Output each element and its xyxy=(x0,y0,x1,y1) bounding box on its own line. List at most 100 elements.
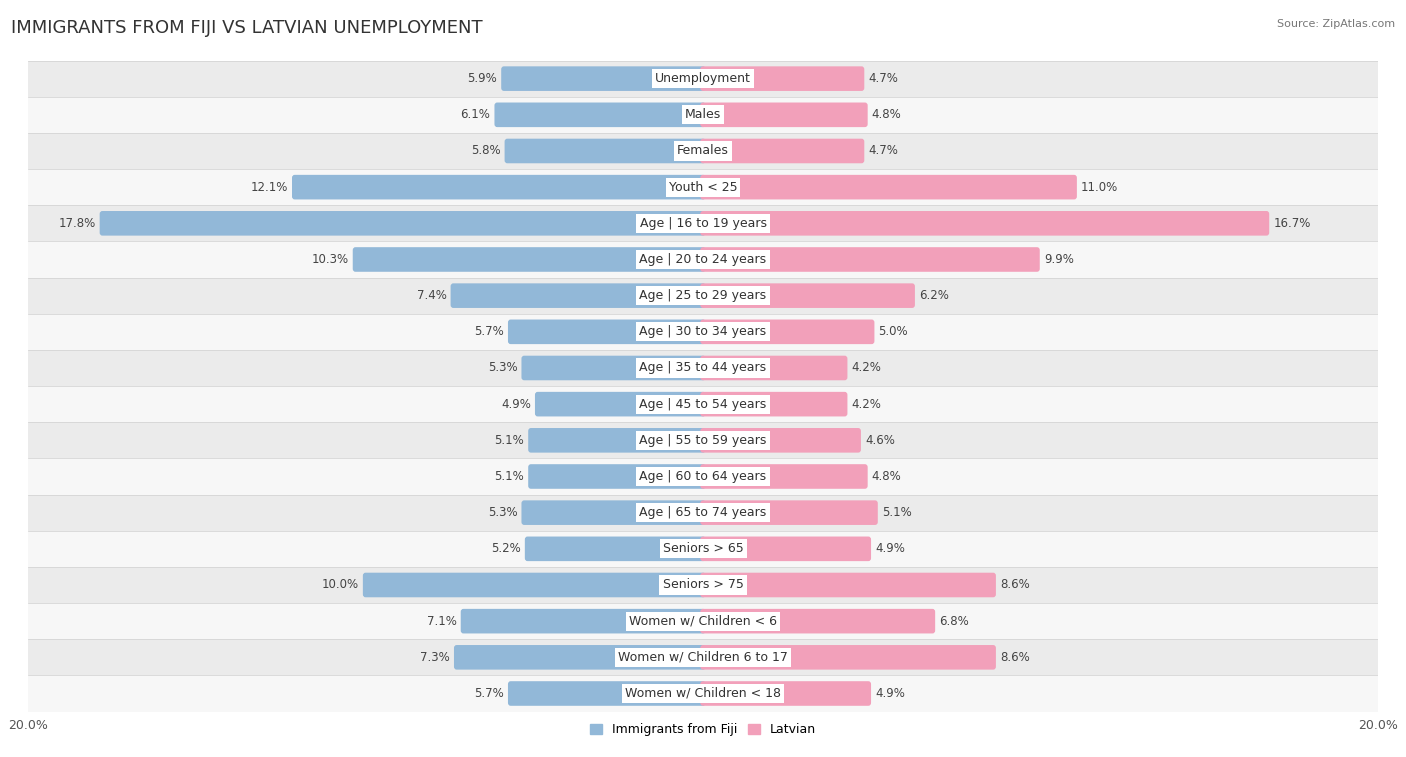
Bar xyxy=(28,133,1378,169)
FancyBboxPatch shape xyxy=(292,175,706,199)
Text: Women w/ Children 6 to 17: Women w/ Children 6 to 17 xyxy=(619,651,787,664)
Text: 5.1%: 5.1% xyxy=(882,506,911,519)
Text: 6.1%: 6.1% xyxy=(461,108,491,121)
Text: 10.0%: 10.0% xyxy=(322,578,359,591)
Bar xyxy=(28,313,1378,350)
Text: 8.6%: 8.6% xyxy=(1000,578,1029,591)
FancyBboxPatch shape xyxy=(700,283,915,308)
FancyBboxPatch shape xyxy=(700,102,868,127)
FancyBboxPatch shape xyxy=(505,139,706,164)
Bar xyxy=(28,97,1378,133)
Text: Unemployment: Unemployment xyxy=(655,72,751,85)
Text: 6.2%: 6.2% xyxy=(920,289,949,302)
Text: 6.8%: 6.8% xyxy=(939,615,969,628)
Text: 16.7%: 16.7% xyxy=(1274,217,1310,230)
Text: 4.2%: 4.2% xyxy=(852,397,882,410)
FancyBboxPatch shape xyxy=(450,283,706,308)
Text: 9.9%: 9.9% xyxy=(1043,253,1074,266)
FancyBboxPatch shape xyxy=(700,645,995,670)
Text: 4.2%: 4.2% xyxy=(852,362,882,375)
Text: 5.3%: 5.3% xyxy=(488,506,517,519)
FancyBboxPatch shape xyxy=(700,392,848,416)
Bar xyxy=(28,278,1378,313)
FancyBboxPatch shape xyxy=(353,248,706,272)
Text: 4.9%: 4.9% xyxy=(875,687,905,700)
Text: 11.0%: 11.0% xyxy=(1081,181,1118,194)
FancyBboxPatch shape xyxy=(700,139,865,164)
Text: Age | 16 to 19 years: Age | 16 to 19 years xyxy=(640,217,766,230)
FancyBboxPatch shape xyxy=(534,392,706,416)
FancyBboxPatch shape xyxy=(700,248,1040,272)
Text: 17.8%: 17.8% xyxy=(59,217,96,230)
Text: Males: Males xyxy=(685,108,721,121)
Legend: Immigrants from Fiji, Latvian: Immigrants from Fiji, Latvian xyxy=(585,718,821,741)
Text: Source: ZipAtlas.com: Source: ZipAtlas.com xyxy=(1277,19,1395,29)
Bar xyxy=(28,422,1378,459)
Text: 5.0%: 5.0% xyxy=(879,326,908,338)
Text: Age | 20 to 24 years: Age | 20 to 24 years xyxy=(640,253,766,266)
FancyBboxPatch shape xyxy=(700,211,1270,235)
FancyBboxPatch shape xyxy=(495,102,706,127)
FancyBboxPatch shape xyxy=(363,573,706,597)
Bar xyxy=(28,205,1378,241)
Text: Seniors > 75: Seniors > 75 xyxy=(662,578,744,591)
Bar xyxy=(28,386,1378,422)
Bar xyxy=(28,639,1378,675)
Text: Females: Females xyxy=(678,145,728,157)
FancyBboxPatch shape xyxy=(700,500,877,525)
FancyBboxPatch shape xyxy=(501,67,706,91)
FancyBboxPatch shape xyxy=(522,500,706,525)
Bar xyxy=(28,459,1378,494)
Text: 4.7%: 4.7% xyxy=(869,145,898,157)
Text: Age | 55 to 59 years: Age | 55 to 59 years xyxy=(640,434,766,447)
Text: Women w/ Children < 6: Women w/ Children < 6 xyxy=(628,615,778,628)
Text: Seniors > 65: Seniors > 65 xyxy=(662,542,744,556)
FancyBboxPatch shape xyxy=(700,609,935,634)
Text: 5.7%: 5.7% xyxy=(474,687,503,700)
FancyBboxPatch shape xyxy=(700,67,865,91)
Text: 7.1%: 7.1% xyxy=(427,615,457,628)
Text: 4.7%: 4.7% xyxy=(869,72,898,85)
FancyBboxPatch shape xyxy=(454,645,706,670)
Bar xyxy=(28,567,1378,603)
Text: Youth < 25: Youth < 25 xyxy=(669,181,737,194)
FancyBboxPatch shape xyxy=(700,464,868,489)
FancyBboxPatch shape xyxy=(700,573,995,597)
Text: 7.3%: 7.3% xyxy=(420,651,450,664)
Text: 12.1%: 12.1% xyxy=(250,181,288,194)
FancyBboxPatch shape xyxy=(700,175,1077,199)
Text: Age | 45 to 54 years: Age | 45 to 54 years xyxy=(640,397,766,410)
Text: IMMIGRANTS FROM FIJI VS LATVIAN UNEMPLOYMENT: IMMIGRANTS FROM FIJI VS LATVIAN UNEMPLOY… xyxy=(11,19,482,37)
Text: Age | 60 to 64 years: Age | 60 to 64 years xyxy=(640,470,766,483)
Text: 5.7%: 5.7% xyxy=(474,326,503,338)
FancyBboxPatch shape xyxy=(700,537,872,561)
Bar xyxy=(28,169,1378,205)
Text: Age | 30 to 34 years: Age | 30 to 34 years xyxy=(640,326,766,338)
Text: 5.2%: 5.2% xyxy=(491,542,520,556)
Text: Age | 65 to 74 years: Age | 65 to 74 years xyxy=(640,506,766,519)
Text: 4.6%: 4.6% xyxy=(865,434,894,447)
Text: 10.3%: 10.3% xyxy=(312,253,349,266)
FancyBboxPatch shape xyxy=(700,319,875,344)
Text: 4.8%: 4.8% xyxy=(872,108,901,121)
FancyBboxPatch shape xyxy=(700,356,848,380)
FancyBboxPatch shape xyxy=(100,211,706,235)
Text: 5.9%: 5.9% xyxy=(467,72,498,85)
Bar xyxy=(28,603,1378,639)
Text: 4.9%: 4.9% xyxy=(501,397,531,410)
Text: 5.3%: 5.3% xyxy=(488,362,517,375)
FancyBboxPatch shape xyxy=(508,319,706,344)
FancyBboxPatch shape xyxy=(522,356,706,380)
Text: Age | 35 to 44 years: Age | 35 to 44 years xyxy=(640,362,766,375)
Bar xyxy=(28,241,1378,278)
Text: 4.8%: 4.8% xyxy=(872,470,901,483)
Bar xyxy=(28,350,1378,386)
FancyBboxPatch shape xyxy=(524,537,706,561)
Bar xyxy=(28,675,1378,712)
Text: Women w/ Children < 18: Women w/ Children < 18 xyxy=(626,687,780,700)
Bar xyxy=(28,61,1378,97)
FancyBboxPatch shape xyxy=(700,428,860,453)
FancyBboxPatch shape xyxy=(508,681,706,706)
Text: 5.8%: 5.8% xyxy=(471,145,501,157)
Text: 8.6%: 8.6% xyxy=(1000,651,1029,664)
